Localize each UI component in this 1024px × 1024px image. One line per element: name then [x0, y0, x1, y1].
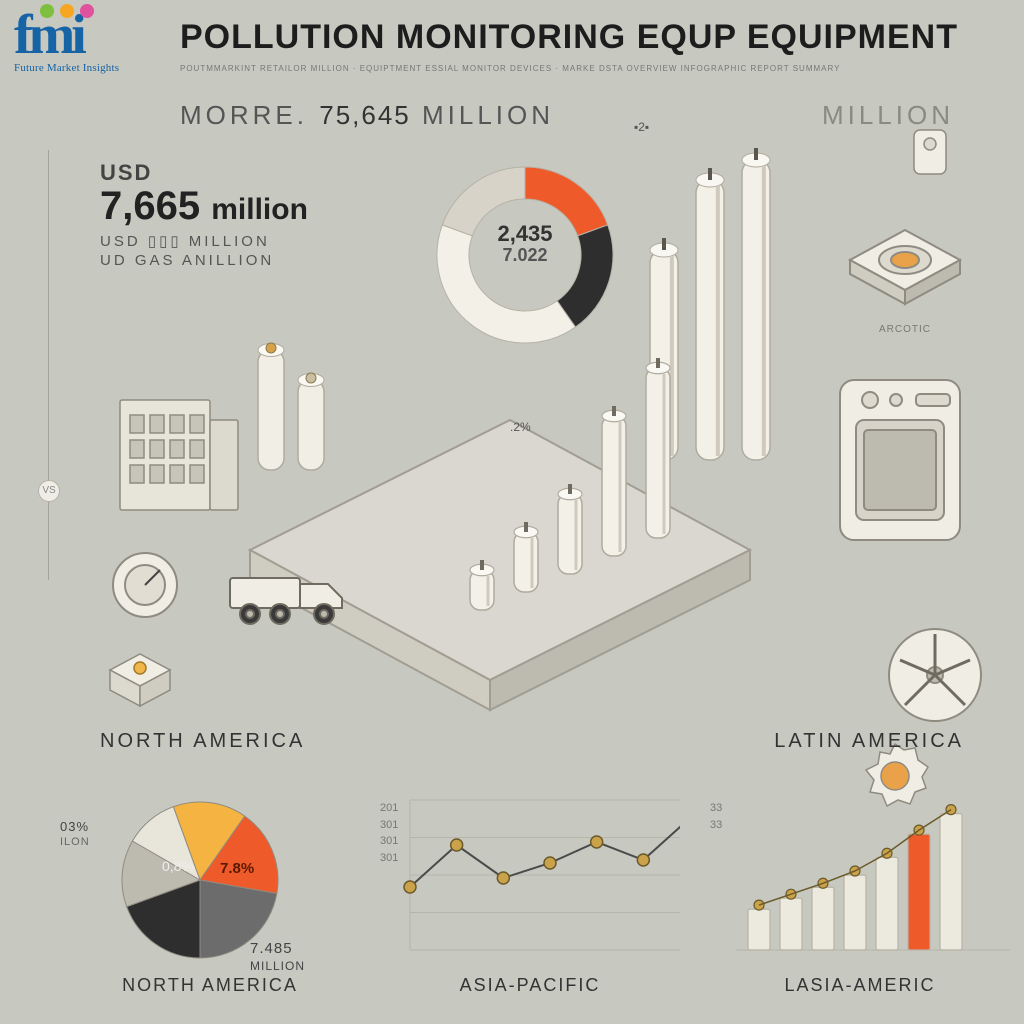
brand-logo-dots: [40, 4, 94, 18]
bottom-pie-svg: [70, 790, 350, 970]
brand-logo-text: fmi: [14, 10, 174, 60]
callout-line3: UD GAS ANILLION: [100, 252, 360, 269]
pie-left-label: 03% ILON: [60, 820, 90, 849]
region-label-left: NORTH AMERICA: [100, 730, 305, 753]
mid-bar-note: .2%: [510, 420, 531, 434]
bottom-bar-svg: [710, 790, 1010, 960]
bottom-line-panel: 201 301 301 301 ASIA-PACIFIC: [380, 790, 680, 990]
pie-foot-label: 7.485 MILLION: [250, 940, 305, 974]
header-stat-suffix: MILLION: [422, 100, 554, 130]
page-title: POLLUTION MONITORING EQUP EQUIPMENT: [180, 18, 1004, 57]
logo-dot-icon: [80, 4, 94, 18]
donut-center-label: 2,435 7.022: [430, 222, 620, 266]
sensor-tile-label: ARCOTIC: [830, 324, 980, 335]
pie-left-label-top: 03%: [60, 819, 89, 834]
bottom-bar-label: LASIA-AMERIC: [710, 975, 1010, 996]
header-stat-left: MORRE. 75,645 MILLION: [180, 100, 554, 131]
building-icon: [110, 360, 250, 520]
pie-left-label-bot: ILON: [60, 836, 90, 848]
logo-dot-icon: [60, 4, 74, 18]
region-label-right: LATIN AMERICA: [774, 730, 964, 753]
tall-bar-topmark: ▪2▪: [634, 120, 649, 134]
bottom-line-label: ASIA-PACIFIC: [380, 975, 680, 996]
donut-center-bottom: 7.022: [430, 246, 620, 266]
header-stat-value: 75,645: [319, 100, 411, 130]
bottom-bar-panel: 33 33 LASIA-AMERIC: [710, 790, 1010, 990]
header-stat-prefix: MORRE.: [180, 100, 308, 130]
callout-line2: USD ▯▯▯ MILLION: [100, 232, 360, 250]
bottom-pie-label: NORTH AMERICA: [70, 975, 350, 996]
subtitle-filler-text: POUTMMARKINT RETAILOR MILLION · EQUIPTME…: [180, 64, 984, 84]
device-box-icon: [100, 640, 180, 710]
mini-device-icon: [900, 110, 960, 190]
truck-icon: [220, 560, 360, 640]
pillars-svg: [250, 320, 340, 480]
callout-value-row: 7,665 million: [100, 186, 360, 226]
pie-inner-label-a: 0,8%: [162, 858, 194, 874]
gauge-icon: [100, 540, 190, 630]
donut-chart: 2,435 7.022: [430, 160, 620, 355]
bottom-pie-panel: 03% ILON 0,8% 7.8% 7.485 MILLION NORTH A…: [70, 790, 350, 990]
line-y-ticks: 201 301 301 301: [380, 800, 398, 866]
bottom-chart-row: 03% ILON 0,8% 7.8% 7.485 MILLION NORTH A…: [70, 790, 964, 990]
callout-unit: million: [211, 193, 308, 226]
callout-value: 7,665: [100, 184, 200, 228]
pie-inner-label-b: 7.8%: [220, 860, 254, 877]
brand-logo: fmi Future Market Insights: [14, 10, 174, 74]
fan-dial-icon: [880, 620, 990, 730]
pillar-icon: [250, 320, 340, 480]
appliance-icon: [820, 360, 980, 560]
logo-dot-icon: [40, 4, 54, 18]
headline-stat-callout: USD 7,665 million USD ▯▯▯ MILLION UD GAS…: [100, 160, 360, 269]
callout-currency: USD: [100, 160, 360, 186]
left-guide-rule: [48, 150, 49, 580]
left-guide-node-icon: VS: [38, 480, 60, 502]
bar-y-ticks: 33 33: [710, 800, 722, 833]
mid-region-row: NORTH AMERICA LATIN AMERICA: [100, 730, 964, 753]
donut-center-top: 2,435: [430, 222, 620, 246]
pie-foot-bot: MILLION: [250, 959, 305, 973]
bottom-line-svg: [380, 790, 680, 960]
sensor-tile-icon: ARCOTIC: [830, 210, 980, 335]
infographic-root: fmi Future Market Insights POLLUTION MON…: [0, 0, 1024, 1024]
pie-foot-top: 7.485: [250, 940, 293, 957]
